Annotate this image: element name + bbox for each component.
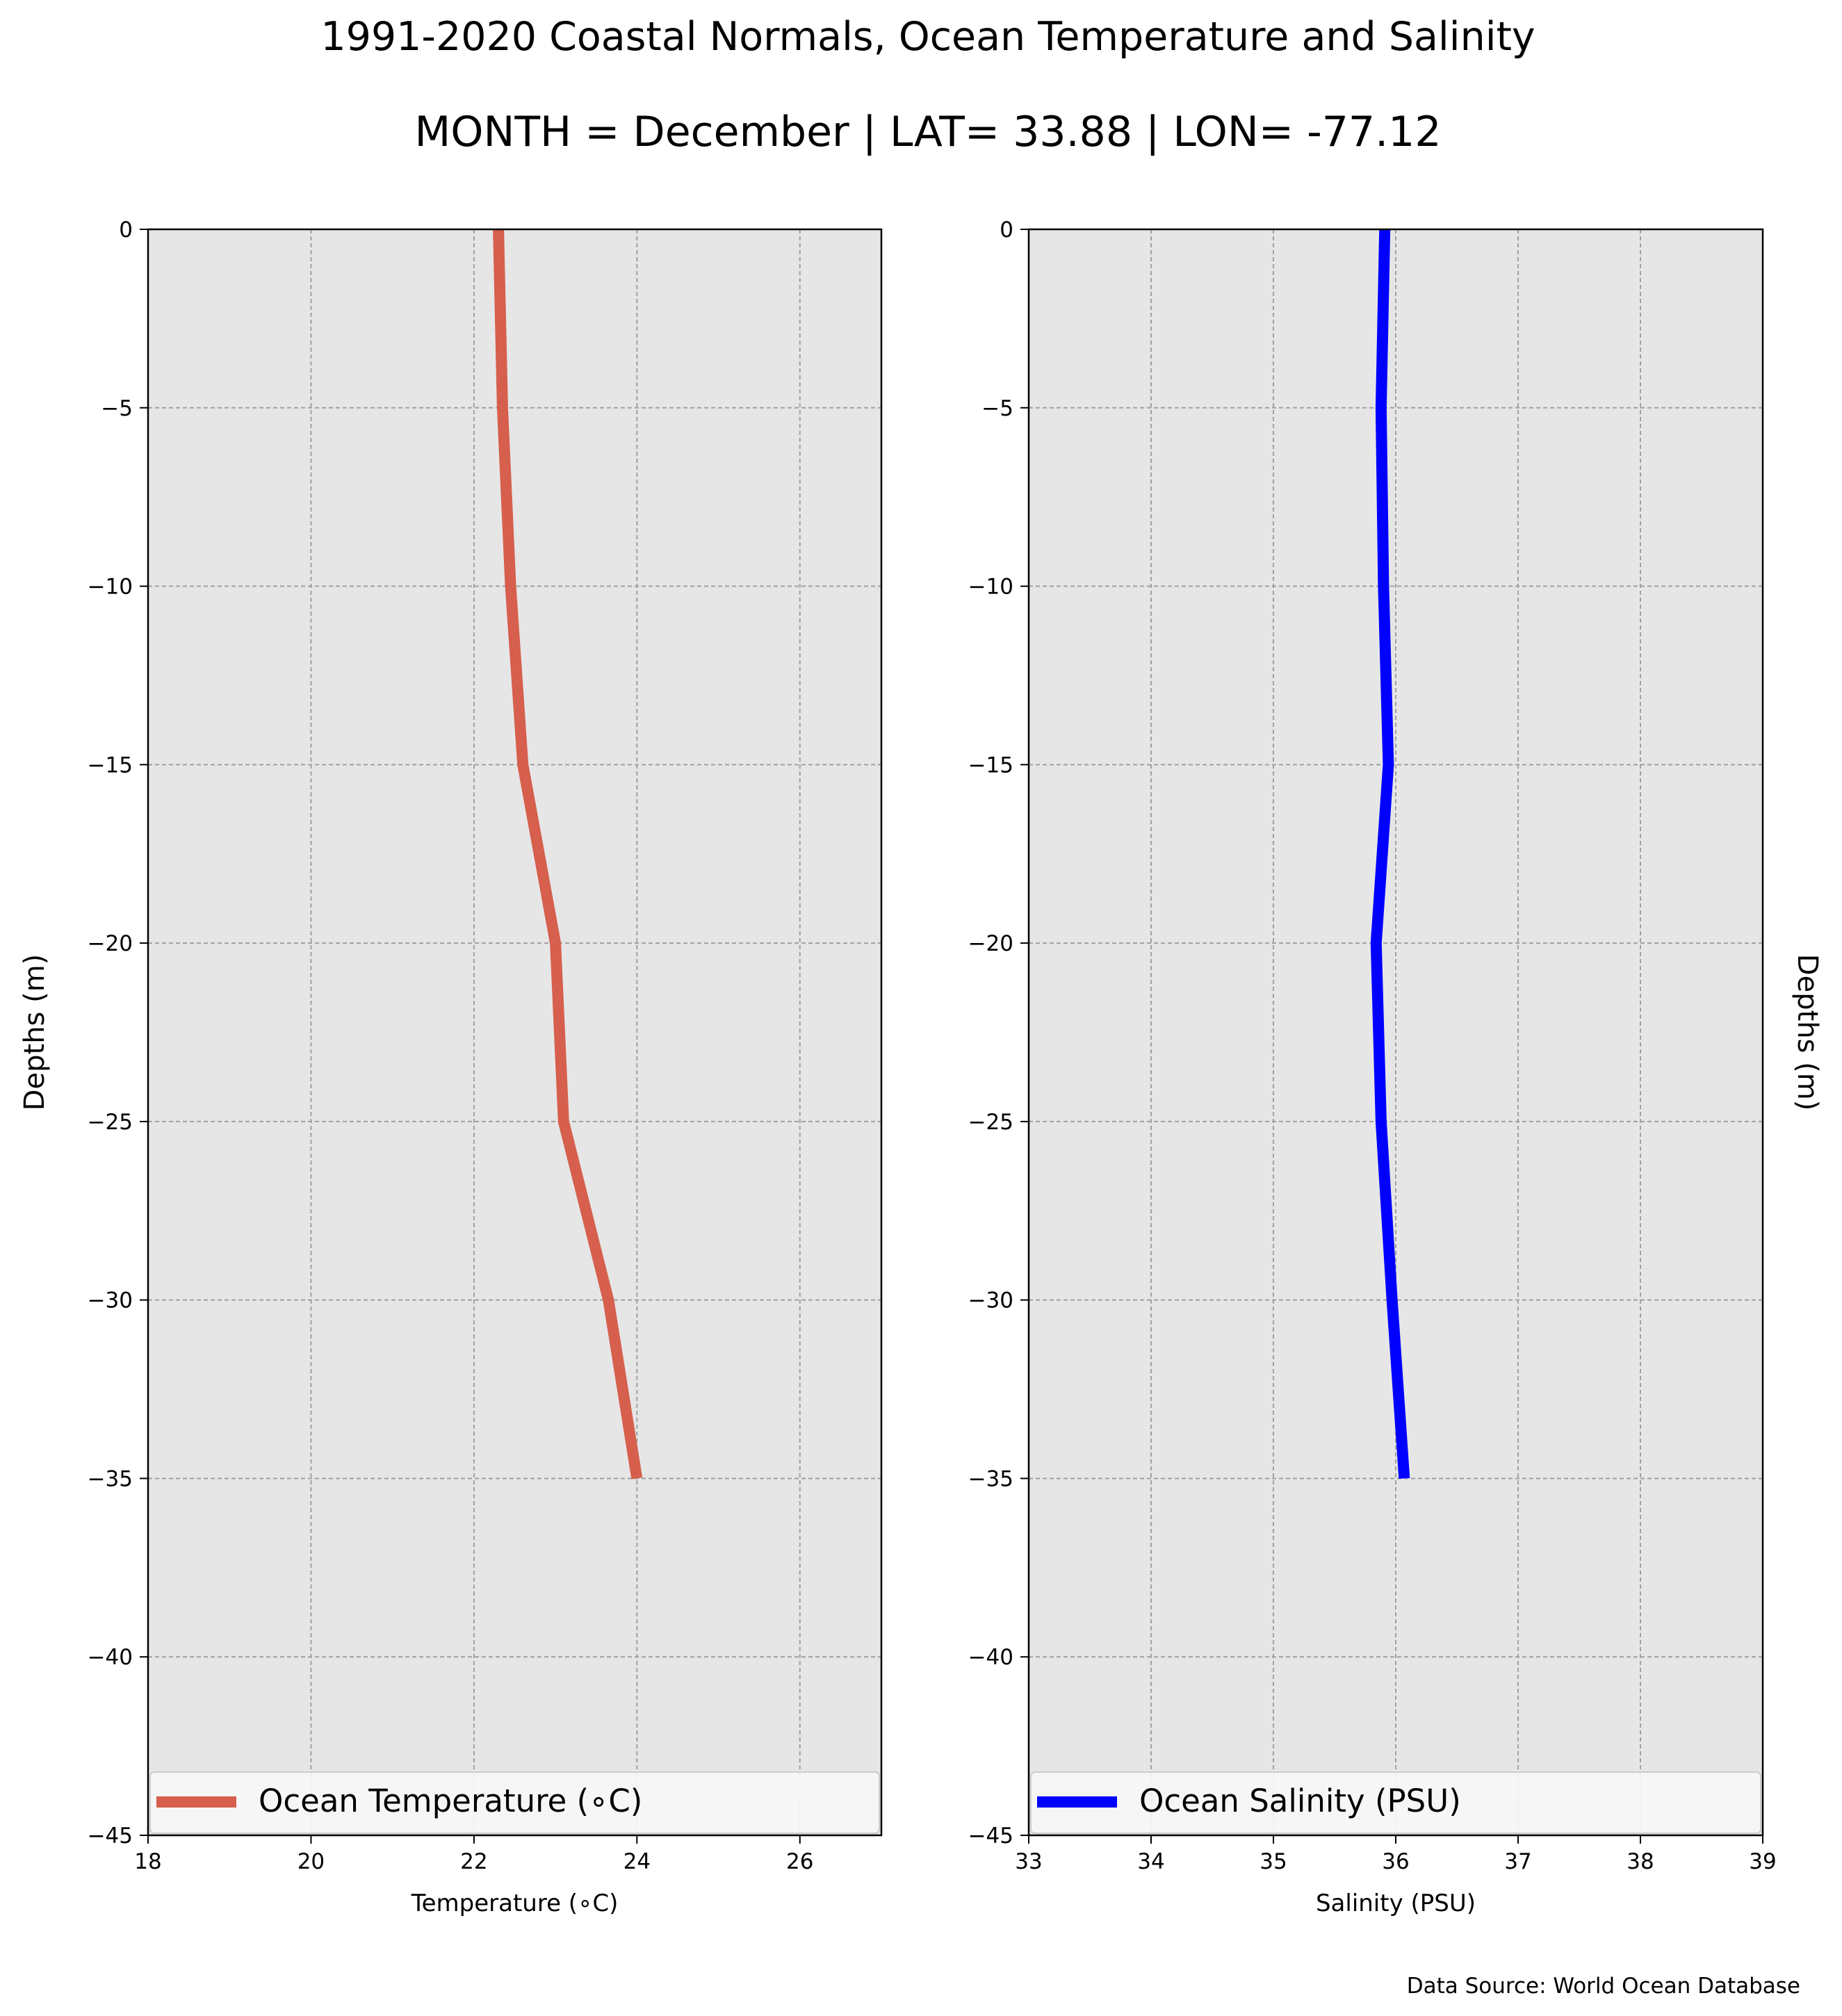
y-tick-label: −25 (88, 1110, 133, 1135)
salinity-panel: 33 34 35 36 37 38 39 0 −5 −10 −15 −20 −25 −30 −35 −40 −4… (968, 218, 1823, 1917)
x-tick-label: 18 (134, 1849, 161, 1874)
y-tick-label: −10 (968, 575, 1013, 600)
y-tick-label: −45 (968, 1824, 1013, 1849)
legend-box (149, 1771, 880, 1834)
x-tick-label: 39 (1749, 1849, 1776, 1874)
x-tick-label: 26 (786, 1849, 813, 1874)
y-axis-label: Depths (m) (1791, 954, 1823, 1111)
x-tick-label: 36 (1382, 1849, 1409, 1874)
x-tick-label: 24 (623, 1849, 651, 1874)
y-tick-label: −20 (968, 931, 1013, 956)
legend-label: Ocean Temperature (∘C) (259, 1783, 642, 1819)
axes-frame (147, 228, 883, 1837)
legend-label: Ocean Salinity (PSU) (1139, 1783, 1461, 1819)
legend-box (1030, 1771, 1761, 1834)
y-tick-label: 0 (119, 218, 133, 243)
y-tick-label: −15 (88, 753, 133, 778)
y-tick-label: −15 (968, 753, 1013, 778)
series-line-0 (493, 229, 643, 1480)
temperature-panel: 18 20 22 24 26 0 −5 −10 −15 −20 −25 −30 −35 −40 −45 Tem… (19, 218, 883, 1917)
y-tick-label: −30 (88, 1288, 133, 1313)
x-tick-label: 22 (460, 1849, 487, 1874)
series-line-0 (1370, 229, 1410, 1479)
plot-area (148, 229, 881, 1835)
data-source-note: Data Source: World Ocean Database (1407, 1974, 1800, 1999)
x-tick-label: 33 (1015, 1849, 1042, 1874)
y-tick-label: −25 (968, 1110, 1013, 1135)
y-tick-label: −40 (968, 1645, 1013, 1670)
y-tick-label: 0 (1000, 218, 1013, 243)
x-axis-label: Temperature (∘C) (411, 1890, 619, 1917)
x-tick-label: 34 (1137, 1849, 1164, 1874)
chart-title: 1991-2020 Coastal Normals, Ocean Tempera… (320, 14, 1535, 60)
chart-subtitle: MONTH = December | LAT= 33.88 | LON= -77… (414, 108, 1441, 156)
y-tick-label: −30 (968, 1288, 1013, 1313)
legend: Ocean Temperature (∘C) (149, 1771, 880, 1834)
y-axis-label: Depths (m) (19, 954, 51, 1111)
x-axis-label: Salinity (PSU) (1316, 1890, 1476, 1917)
y-tick-label: −45 (88, 1824, 133, 1849)
x-tick-label: 37 (1504, 1849, 1531, 1874)
y-tick-label: −5 (101, 396, 133, 421)
y-tick-label: −40 (88, 1645, 133, 1670)
x-tick-label: 20 (298, 1849, 325, 1874)
y-tick-label: −35 (968, 1466, 1013, 1491)
y-tick-label: −20 (88, 931, 133, 956)
y-tick-label: −10 (88, 575, 133, 600)
legend: Ocean Salinity (PSU) (1030, 1771, 1761, 1834)
y-tick-label: −5 (981, 396, 1013, 421)
x-tick-label: 38 (1627, 1849, 1654, 1874)
x-tick-label: 35 (1260, 1849, 1287, 1874)
y-tick-label: −35 (88, 1466, 133, 1491)
